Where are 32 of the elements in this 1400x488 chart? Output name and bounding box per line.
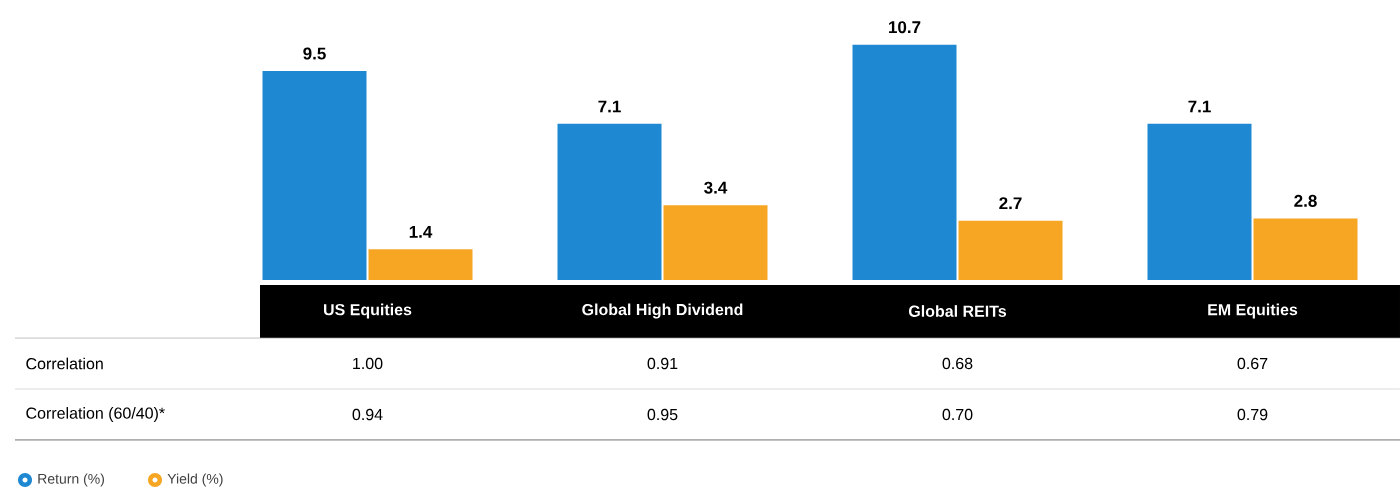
x-tick-label: US Equities <box>324 303 412 319</box>
bar <box>852 44 957 280</box>
text: 0.67 <box>1237 357 1268 370</box>
text: Correlation <box>26 357 103 370</box>
text: 0.70 <box>942 408 973 421</box>
bar <box>663 205 768 280</box>
data-label: 2.8 <box>1294 194 1317 207</box>
bar <box>368 249 473 280</box>
bar <box>557 123 662 280</box>
data-label: 9.5 <box>303 47 326 60</box>
x-tick-label: Global REITs <box>908 305 1007 317</box>
text: 0.79 <box>1237 408 1268 421</box>
text: 0.95 <box>647 408 678 421</box>
text: 0.68 <box>942 357 973 370</box>
x-tick-label: Global High Dividend <box>582 303 743 319</box>
text: 0.91 <box>647 357 678 370</box>
legend-label: Yield (%) <box>167 473 223 487</box>
data-label: 7.1 <box>1188 100 1211 113</box>
bar <box>1147 123 1252 280</box>
legend-label: Return (%) <box>38 473 104 487</box>
data-label: 2.7 <box>999 197 1022 210</box>
data-label: 10.7 <box>889 21 921 34</box>
bar <box>262 71 367 280</box>
bar <box>1253 218 1358 280</box>
bar <box>958 220 1063 280</box>
data-label: 1.4 <box>409 225 433 238</box>
text: Correlation (60/40)* <box>26 407 165 422</box>
data-label: 7.1 <box>598 100 621 113</box>
text: 0.94 <box>352 408 383 421</box>
x-tick-label: EM Equities <box>1208 303 1298 319</box>
text: 1.00 <box>353 357 383 370</box>
data-label: 3.4 <box>704 181 728 194</box>
